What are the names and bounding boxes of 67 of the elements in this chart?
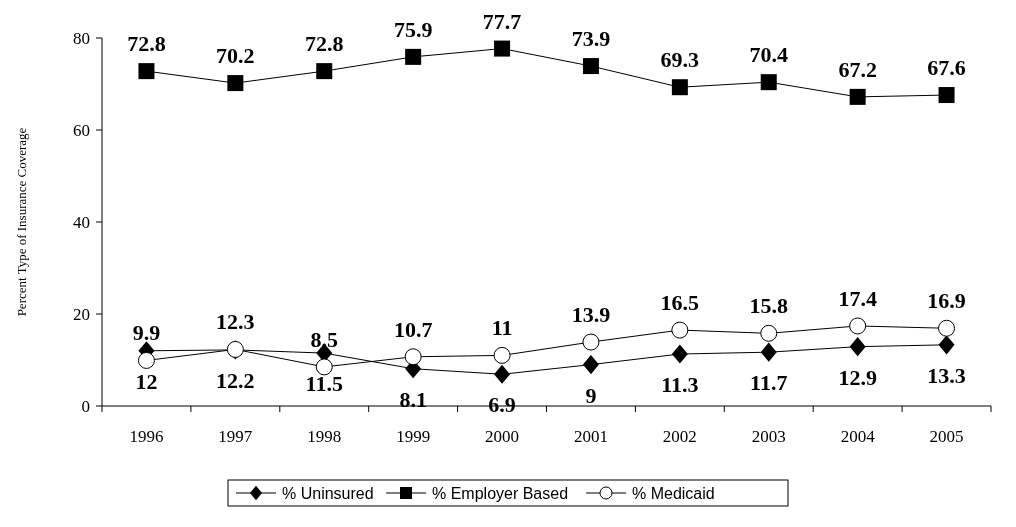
point [316, 63, 333, 80]
y-tick-label: 60 [73, 120, 90, 140]
y-tick-label: 0 [81, 396, 90, 416]
data-label: 73.9 [571, 26, 611, 52]
x-tick-label: 2004 [840, 427, 876, 446]
point [227, 75, 244, 92]
legend-label: % Employer Based [432, 484, 569, 502]
data-label: 12.9 [838, 364, 877, 390]
point [138, 63, 155, 80]
data-label: 6.9 [488, 392, 516, 418]
data-label: 67.2 [838, 56, 877, 82]
data-label: 16.5 [660, 290, 700, 316]
point [582, 355, 599, 375]
y-tick-label: 40 [73, 212, 90, 232]
point [404, 348, 422, 366]
data-label: 8.5 [310, 326, 338, 352]
point [137, 351, 155, 369]
data-label: 15.8 [749, 293, 788, 319]
data-label: 67.6 [927, 55, 966, 81]
point [405, 48, 422, 65]
x-tick-label: 2003 [751, 427, 786, 446]
legend-label: % Medicaid [632, 484, 715, 502]
point [938, 87, 955, 104]
data-label: 12.2 [216, 367, 255, 393]
point [849, 337, 866, 357]
data-label: 9.9 [132, 320, 161, 346]
data-label: 9 [585, 382, 597, 408]
point [671, 344, 688, 364]
y-tick-label: 20 [73, 304, 90, 324]
x-tick-label: 1999 [396, 427, 431, 446]
data-label: 17.4 [838, 285, 877, 311]
point [494, 40, 511, 57]
x-tick-label: 1998 [307, 427, 342, 446]
x-tick-label: 2000 [485, 427, 520, 446]
data-label: 11.7 [750, 370, 788, 396]
x-tick-label: 1997 [218, 427, 253, 446]
data-label: 8.1 [399, 386, 427, 412]
data-label: 70.4 [749, 42, 788, 68]
point [849, 88, 866, 105]
x-tick-label: 2002 [662, 427, 697, 446]
data-label: 12 [135, 368, 158, 394]
point [671, 79, 688, 96]
data-label: 77.7 [482, 8, 522, 34]
y-axis-title: Percent Type of Insurance Coverage [14, 127, 29, 317]
data-label: 13.3 [927, 362, 966, 388]
data-label: 13.9 [571, 302, 611, 328]
data-label: 11.3 [661, 372, 699, 398]
data-label: 72.8 [305, 31, 344, 57]
point [494, 364, 511, 384]
data-label: 11.5 [305, 371, 343, 397]
data-label: 12.3 [216, 309, 255, 335]
point [938, 335, 955, 355]
y-tick-label: 80 [73, 28, 90, 48]
data-label: 69.3 [660, 47, 700, 73]
x-tick-label: 2001 [573, 427, 608, 446]
data-label: 10.7 [393, 316, 433, 342]
x-tick-label: 1996 [129, 427, 164, 446]
data-label: 72.8 [127, 31, 166, 57]
x-tick-label: 2005 [929, 427, 964, 446]
data-label: 16.9 [927, 288, 966, 314]
data-label: 75.9 [393, 16, 433, 42]
data-label: 11 [491, 315, 513, 341]
data-label: 70.2 [216, 43, 255, 69]
legend-label: % Uninsured [282, 484, 374, 502]
point [760, 74, 777, 91]
point [582, 58, 599, 75]
point [760, 342, 777, 362]
